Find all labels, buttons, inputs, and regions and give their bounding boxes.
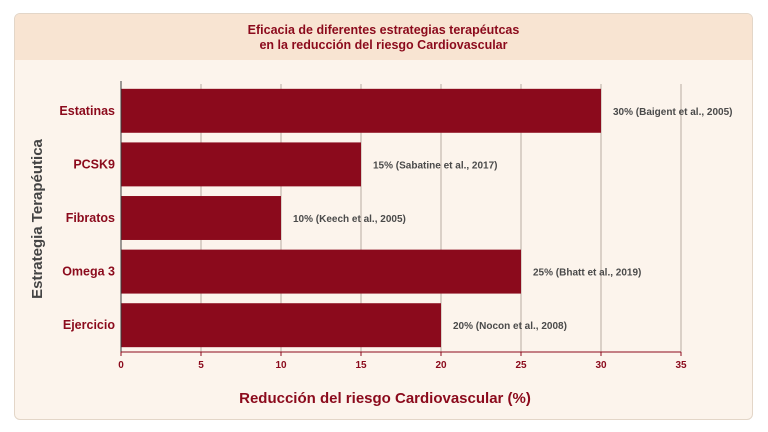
x-tick-label: 20 (435, 360, 447, 371)
x-tick-label: 15 (355, 360, 367, 371)
data-label: 25% (Bhatt et al., 2019) (533, 268, 641, 279)
axes (120, 81, 682, 356)
bar (121, 142, 361, 187)
bar (121, 196, 281, 240)
category-label: Omega 3 (62, 265, 115, 279)
x-tick-label: 0 (118, 360, 124, 371)
data-label: 30% (Baigent et al., 2005) (613, 107, 733, 118)
labels: Estatinas 30% (Baigent et al., 2005) PCSK9… (59, 104, 732, 371)
bar (121, 303, 441, 348)
bars (121, 88, 601, 348)
data-label: 10% (Keech et al., 2005) (293, 214, 406, 225)
bar-chart: Estatinas 30% (Baigent et al., 2005) PCSK9… (29, 81, 733, 407)
chart-title-band: Eficacia de diferentes estrategias terap… (15, 14, 752, 60)
category-label: Estatinas (59, 104, 115, 118)
category-label: Fibratos (66, 211, 115, 225)
chart-title-line-2: en la reducción del riesgo Cardiovascula… (259, 38, 508, 52)
x-tick-label: 5 (198, 360, 204, 371)
x-axis-label: Reducción del riesgo Cardiovascular (%) (239, 390, 531, 407)
bar (121, 249, 521, 294)
x-tick-label: 10 (275, 360, 287, 371)
y-axis-label: Estrategia Terapéutica (29, 138, 46, 298)
data-label: 15% (Sabatine et al., 2017) (373, 160, 498, 171)
category-label: Ejercicio (63, 318, 115, 332)
x-tick-label: 30 (595, 360, 607, 371)
data-label: 20% (Nocon et al., 2008) (453, 321, 567, 332)
x-tick-label: 25 (515, 360, 527, 371)
chart-card: Eficacia de diferentes estrategias terap… (14, 13, 753, 420)
category-label: PCSK9 (73, 157, 115, 171)
bar (121, 88, 601, 133)
chart-title-line-1: Eficacia de diferentes estrategias terap… (247, 23, 520, 37)
x-tick-label: 35 (675, 360, 687, 371)
